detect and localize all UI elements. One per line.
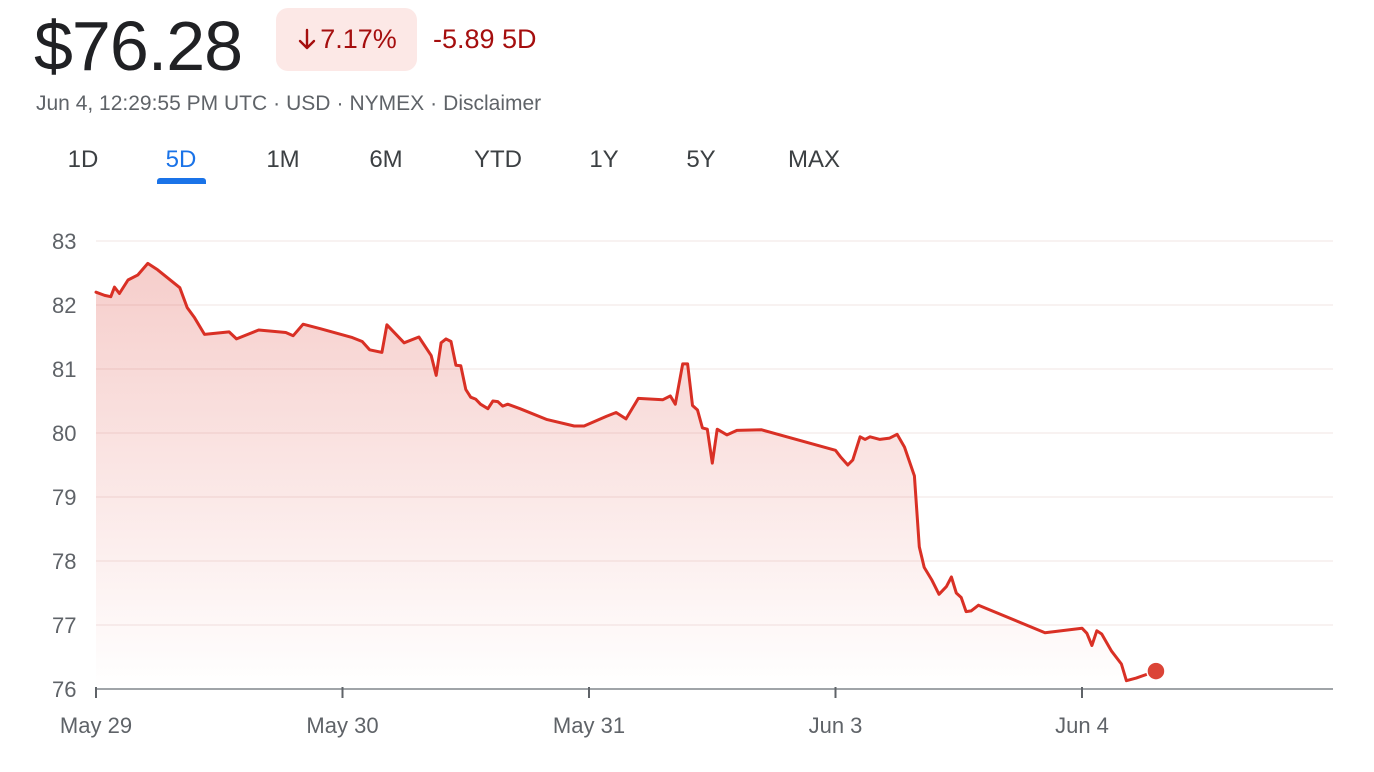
current-price-marker bbox=[1146, 661, 1166, 681]
y-tick-label: 79 bbox=[52, 485, 76, 510]
percent-change-value: 7.17% bbox=[320, 24, 397, 54]
quote-timestamp: Jun 4, 12:29:55 PM UTC bbox=[36, 92, 268, 115]
price-line bbox=[94, 261, 1158, 683]
absolute-change-5d: -5.89 5D bbox=[433, 24, 537, 54]
y-tick-label: 78 bbox=[52, 549, 76, 574]
current-price: $76.28 bbox=[34, 7, 243, 85]
y-tick-label: 77 bbox=[52, 613, 76, 638]
quote-currency: USD bbox=[286, 92, 331, 115]
tab-max[interactable]: MAX bbox=[787, 146, 841, 173]
y-tick-label: 76 bbox=[52, 677, 76, 702]
price-area-fill bbox=[96, 263, 1156, 689]
meta-separator: · bbox=[430, 92, 438, 115]
arrow-down-icon bbox=[296, 27, 318, 53]
y-axis-labels: 76 77 78 79 80 81 82 83 bbox=[52, 229, 76, 702]
tab-1m[interactable]: 1M bbox=[266, 146, 300, 173]
x-tick-label: Jun 3 bbox=[809, 713, 863, 738]
active-tab-indicator bbox=[157, 178, 206, 184]
x-tick-label: May 31 bbox=[553, 713, 625, 738]
tab-1d[interactable]: 1D bbox=[67, 146, 99, 173]
tab-5y[interactable]: 5Y bbox=[686, 146, 716, 173]
disclaimer-link[interactable]: Disclaimer bbox=[443, 92, 542, 115]
y-tick-label: 82 bbox=[52, 293, 76, 318]
tab-5d[interactable]: 5D bbox=[165, 146, 197, 173]
x-axis-ticks: May 29 May 30 May 31 Jun 3 Jun 4 bbox=[60, 687, 1109, 738]
x-tick-label: May 30 bbox=[306, 713, 378, 738]
y-tick-label: 83 bbox=[52, 229, 76, 254]
meta-separator: · bbox=[336, 92, 344, 115]
percent-change-badge: 7.17% bbox=[276, 8, 417, 71]
tab-6m[interactable]: 6M bbox=[369, 146, 403, 173]
x-tick-label: Jun 4 bbox=[1055, 713, 1109, 738]
time-range-tabs: 1D 5D 1M 6M YTD 1Y 5Y MAX bbox=[0, 140, 900, 188]
tab-ytd[interactable]: YTD bbox=[474, 146, 522, 173]
tab-1y[interactable]: 1Y bbox=[589, 146, 619, 173]
quote-meta: Jun 4, 12:29:55 PM UTC · USD · NYMEX · Disclai… bbox=[36, 90, 541, 118]
x-tick-label: May 29 bbox=[60, 713, 132, 738]
y-tick-label: 80 bbox=[52, 421, 76, 446]
meta-separator: · bbox=[273, 92, 281, 115]
y-tick-label: 81 bbox=[52, 357, 76, 382]
quote-exchange: NYMEX bbox=[349, 92, 425, 115]
